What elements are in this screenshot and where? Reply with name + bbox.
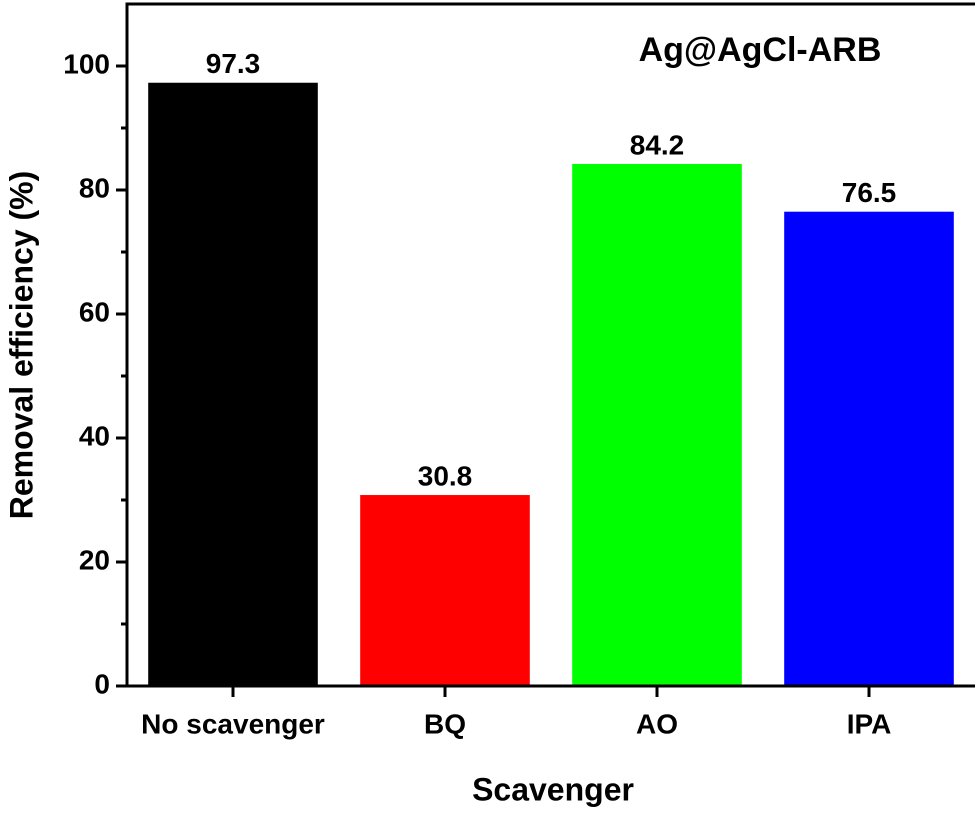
bar bbox=[148, 82, 318, 687]
x-tick-label: IPA bbox=[847, 708, 892, 739]
y-tick-label: 60 bbox=[79, 296, 110, 327]
x-tick-label: BQ bbox=[424, 708, 466, 739]
y-axis-label: Removal efficiency (%) bbox=[3, 171, 39, 520]
value-label: 97.3 bbox=[206, 48, 261, 79]
axis-frame bbox=[125, 2, 975, 688]
bar bbox=[572, 163, 742, 686]
y-tick-label: 40 bbox=[79, 420, 110, 451]
x-tick-label: No scavenger bbox=[141, 708, 325, 739]
value-label: 84.2 bbox=[630, 129, 685, 160]
x-tick-label: AO bbox=[636, 708, 678, 739]
y-tick-label: 100 bbox=[63, 48, 110, 79]
value-label: 76.5 bbox=[842, 177, 897, 208]
bar bbox=[784, 211, 954, 686]
y-tick-label: 20 bbox=[79, 544, 110, 575]
x-axis-label: Scavenger bbox=[472, 771, 634, 807]
y-tick-label: 80 bbox=[79, 172, 110, 203]
chart-title: Ag@AgCl-ARB bbox=[639, 31, 882, 69]
bar bbox=[360, 495, 530, 686]
y-tick-label: 0 bbox=[94, 668, 110, 699]
value-label: 30.8 bbox=[418, 460, 473, 491]
